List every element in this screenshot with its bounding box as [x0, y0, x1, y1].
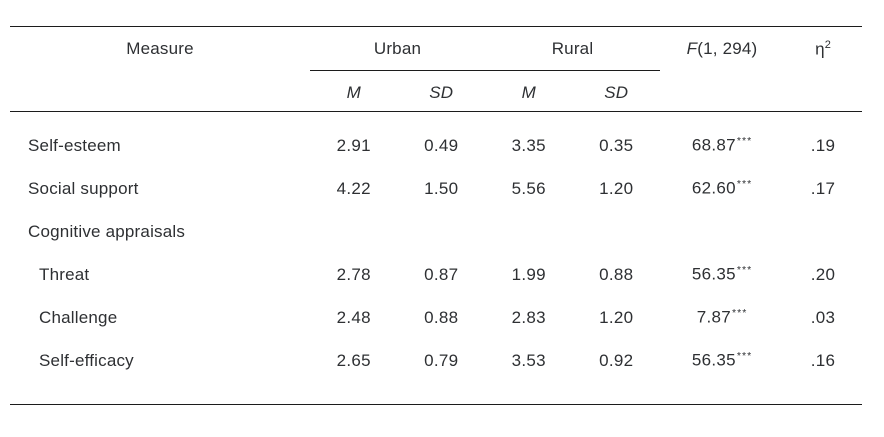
f-value-cell: 7.87***: [660, 307, 784, 328]
eta-squared-cell: .16: [810, 350, 836, 370]
rural-sd-cell: 1.20: [599, 178, 634, 198]
f-statistic-header: F(1, 294): [660, 39, 784, 59]
f-value-cell: 56.35***: [660, 350, 784, 371]
urban-mean-cell: 2.48: [336, 307, 371, 327]
rural-mean-header: M: [521, 83, 536, 102]
eta-symbol: η: [815, 39, 825, 59]
urban-sd-header: SD: [429, 83, 454, 102]
f-value: 56.35: [691, 264, 736, 284]
significance-asterisks: ***: [736, 264, 753, 277]
rural-sd-cell: 0.35: [599, 135, 634, 155]
f-value: 7.87: [696, 307, 732, 327]
row-label: Social support: [28, 178, 139, 198]
rural-mean-cell: 5.56: [511, 178, 546, 198]
rural-sd-cell: 0.92: [599, 350, 634, 370]
rural-group-label: Rural: [551, 38, 594, 58]
rural-mean-cell: 2.83: [511, 307, 546, 327]
f-value-cell: 68.87***: [660, 135, 784, 156]
eta-squared-header: η2: [784, 39, 862, 60]
eta-squared-cell: .20: [810, 264, 836, 284]
row-label-sub: Self-efficacy: [39, 350, 134, 370]
f-symbol: F: [686, 39, 698, 58]
significance-asterisks: ***: [732, 307, 748, 320]
anova-results-table: Measure Urban Rural F(1, 294) η2 M SD M …: [10, 26, 862, 405]
table-header-row-groups: Measure Urban Rural F(1, 294) η2: [10, 26, 862, 71]
urban-mean-cell: 2.65: [336, 350, 371, 370]
urban-group-header: Urban: [310, 27, 485, 71]
rural-mean-cell: 1.99: [511, 264, 546, 284]
rural-sd-cell: 1.20: [599, 307, 634, 327]
rural-mean-cell: 3.35: [511, 135, 546, 155]
urban-mean-header: M: [346, 83, 361, 102]
rural-sd-cell: 0.88: [599, 264, 634, 284]
f-value-cell: 56.35***: [660, 264, 784, 285]
significance-asterisks: ***: [736, 135, 753, 148]
measure-column-header: Measure: [126, 39, 194, 58]
row-label-sub: Threat: [39, 264, 90, 284]
rural-group-header: Rural: [485, 27, 660, 71]
eta-squared-cell: .03: [810, 307, 836, 327]
eta-squared-cell: .19: [810, 135, 836, 155]
f-value-cell: 62.60***: [660, 178, 784, 199]
eta-squared-cell: .17: [810, 178, 836, 198]
f-value: 56.35: [691, 350, 736, 370]
significance-asterisks: ***: [736, 178, 753, 191]
urban-sd-cell: 0.88: [424, 307, 459, 327]
rural-sd-header: SD: [604, 83, 629, 102]
table-header-row-stats: M SD M SD: [10, 71, 862, 112]
urban-sd-cell: 1.50: [424, 178, 459, 198]
significance-asterisks: ***: [736, 350, 753, 363]
row-label-sub: Challenge: [39, 307, 118, 327]
urban-mean-cell: 2.78: [336, 264, 371, 284]
urban-sd-cell: 0.79: [424, 350, 459, 370]
row-label-category: Cognitive appraisals: [28, 221, 186, 241]
urban-mean-cell: 4.22: [336, 178, 371, 198]
urban-group-label: Urban: [373, 38, 422, 58]
f-value: 68.87: [691, 135, 736, 155]
rural-mean-cell: 3.53: [511, 350, 546, 370]
urban-mean-cell: 2.91: [336, 135, 371, 155]
f-value-cell: [660, 221, 784, 242]
eta-superscript: 2: [824, 38, 831, 51]
row-label: Self-esteem: [28, 135, 121, 155]
urban-sd-cell: 0.87: [424, 264, 459, 284]
urban-sd-cell: 0.49: [424, 135, 459, 155]
table-body: Self-esteem 2.91 0.49 3.35 0.35 68.87***…: [10, 112, 862, 405]
f-df-args: (1, 294): [697, 39, 758, 58]
f-value: 62.60: [691, 178, 736, 198]
